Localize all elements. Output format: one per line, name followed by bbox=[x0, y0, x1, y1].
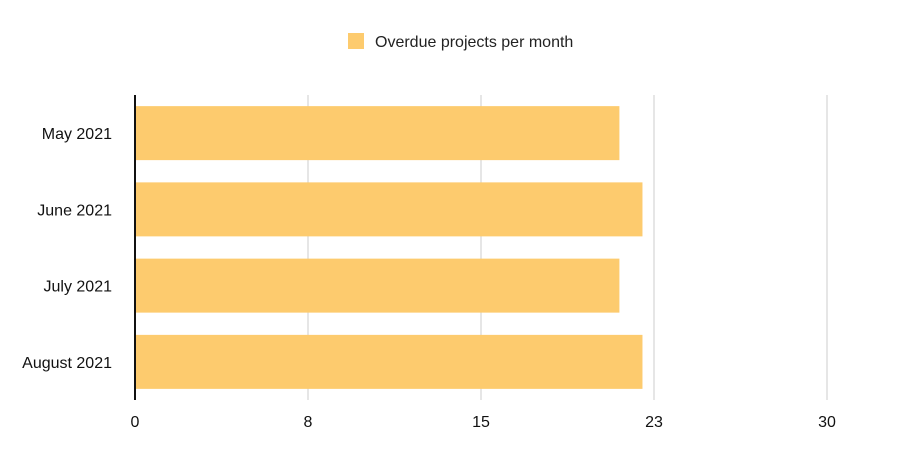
x-tick-label: 0 bbox=[131, 414, 140, 431]
bars bbox=[135, 106, 643, 389]
bar bbox=[135, 106, 620, 161]
category-label: August 2021 bbox=[22, 355, 112, 372]
bar bbox=[135, 258, 620, 313]
x-tick-label: 23 bbox=[645, 414, 663, 431]
category-label: July 2021 bbox=[44, 279, 113, 296]
legend: Overdue projects per month bbox=[348, 33, 573, 51]
x-tick-labels: 0 8 15 23 30 bbox=[131, 414, 836, 431]
x-tick-label: 30 bbox=[818, 414, 836, 431]
x-tick-label: 15 bbox=[472, 414, 490, 431]
category-label: May 2021 bbox=[42, 126, 112, 143]
category-label: June 2021 bbox=[37, 202, 112, 219]
bar bbox=[135, 182, 643, 237]
category-labels: May 2021 June 2021 July 2021 August 2021 bbox=[22, 126, 112, 372]
x-tick-label: 8 bbox=[304, 414, 313, 431]
bar bbox=[135, 334, 643, 389]
legend-label: Overdue projects per month bbox=[375, 34, 573, 51]
legend-swatch bbox=[348, 33, 364, 49]
